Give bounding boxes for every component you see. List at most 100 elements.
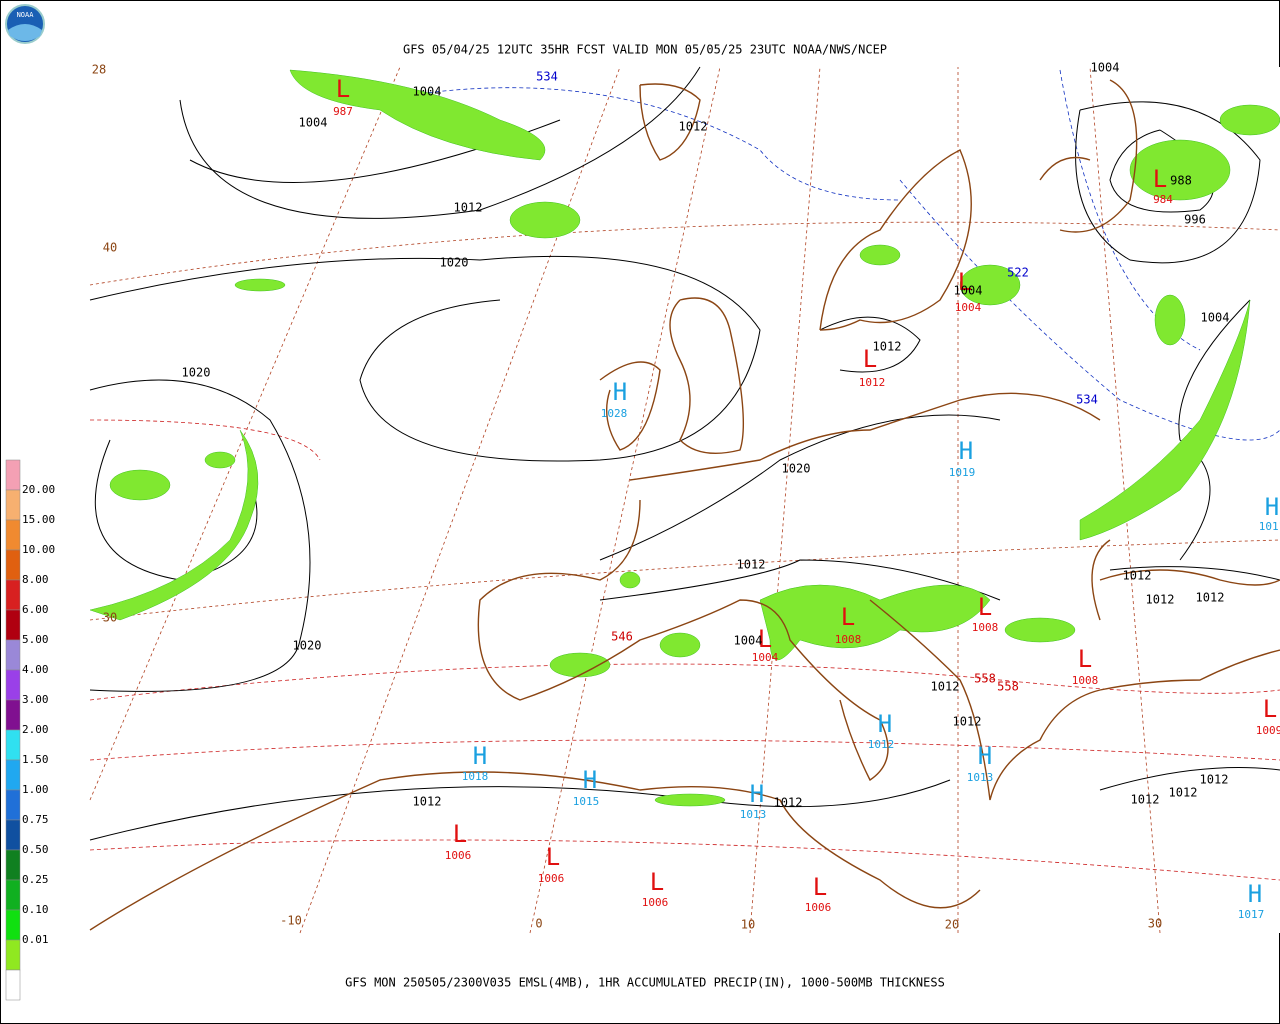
logo-text: NOAA: [17, 11, 35, 19]
isobar-label: 1004: [954, 284, 983, 298]
center-symbol: L: [650, 868, 664, 896]
center-value: 1012: [859, 376, 886, 389]
thickness-label: 534: [536, 70, 558, 84]
legend-swatch: [5, 639, 21, 671]
center-symbol: L: [978, 593, 992, 621]
center-value: 1008: [1072, 674, 1099, 687]
graticule-label: 0: [535, 917, 542, 931]
isobar-label: 1012: [1196, 591, 1225, 605]
graticule-label: 40: [103, 241, 117, 255]
isobar-label: 1012: [953, 715, 982, 729]
legend-swatch: [5, 909, 21, 941]
legend-label: 6.00: [22, 603, 49, 616]
coastlines: [89, 79, 1280, 931]
thickness-label: 558: [997, 680, 1019, 694]
center-value: 984: [1153, 193, 1173, 206]
center-value: 1006: [642, 896, 669, 909]
center-value: 1012: [868, 738, 895, 751]
graticule-label: 20: [945, 918, 959, 932]
graticule-label: 30: [1148, 917, 1162, 931]
center-value: 1004: [955, 301, 982, 314]
isobar-label: 1012: [1169, 786, 1198, 800]
title: GFS 05/04/25 12UTC 35HR FCST VALID MON 0…: [403, 43, 887, 57]
thickness-label: 522: [1007, 266, 1029, 280]
legend-label: 0.50: [22, 843, 49, 856]
center-value: 1006: [445, 849, 472, 862]
graticule-label: 10: [741, 918, 755, 932]
graticule-label: 30: [103, 611, 117, 625]
legend-label: 3.00: [22, 693, 49, 706]
legend-swatch: [5, 579, 21, 611]
isobar-label: 1012: [737, 558, 766, 572]
center-symbol: L: [1263, 695, 1277, 723]
legend-label: 8.00: [22, 573, 49, 586]
thickness-label: 546: [611, 630, 633, 644]
center-value: 1019: [949, 466, 976, 479]
legend-swatch: [5, 849, 21, 881]
isobar-label: 996: [1184, 213, 1206, 227]
isobar-label: 1004: [299, 116, 328, 130]
legend-label: 0.01: [22, 933, 49, 946]
isobar-label: 1020: [293, 639, 322, 653]
center-value: 1008: [835, 633, 862, 646]
center-value: 1018: [462, 770, 489, 783]
center-value: 1013: [967, 771, 994, 784]
legend-swatch: [5, 699, 21, 731]
map-area: [89, 66, 1280, 934]
center-symbol: H: [959, 437, 973, 465]
graticule-label: -10: [280, 914, 302, 928]
legend-swatch: [5, 819, 21, 851]
isobar-label: 1012: [1146, 593, 1175, 607]
isobar-label: 1020: [440, 256, 469, 270]
logo: NOAA: [5, 4, 45, 44]
isobar-label: 1012: [931, 680, 960, 694]
center-symbol: H: [878, 710, 892, 738]
legend-swatch: [5, 519, 21, 551]
legend-label: 20.00: [22, 483, 55, 496]
legend-swatch: [5, 609, 21, 641]
legend-label: 1.50: [22, 753, 49, 766]
isobar-label: 1012: [873, 340, 902, 354]
isobar-label: 1012: [1200, 773, 1229, 787]
center-value: 1009: [1256, 724, 1280, 737]
legend-label: 0.75: [22, 813, 49, 826]
center-value: 987: [333, 105, 353, 118]
center-symbol: H: [750, 780, 764, 808]
center-value: 1006: [805, 901, 832, 914]
center-value: 1008: [972, 621, 999, 634]
isobar-label: 1012: [1131, 793, 1160, 807]
isobar-label: 1012: [679, 120, 708, 134]
legend-label: 1.00: [22, 783, 49, 796]
center-symbol: L: [453, 820, 467, 848]
isobar-label: 1020: [182, 366, 211, 380]
center-symbol: L: [1153, 165, 1167, 193]
legend-swatch: [5, 489, 21, 521]
isobar-label: 1020: [782, 462, 811, 476]
legend-swatch: [5, 669, 21, 701]
legend-swatch: [5, 879, 21, 911]
center-value: 1011: [1259, 520, 1280, 533]
precip: [89, 69, 1280, 807]
isobar-label: 1004: [413, 85, 442, 99]
center-symbol: L: [758, 625, 772, 653]
legend-swatch: [5, 939, 21, 971]
isobar-label: 1004: [1091, 61, 1120, 75]
legend-swatch: [5, 729, 21, 761]
center-symbol: H: [613, 378, 627, 406]
isobar-label: 1012: [774, 796, 803, 810]
center-symbol: L: [1078, 645, 1092, 673]
center-symbol: L: [546, 843, 560, 871]
center-symbol: H: [978, 742, 992, 770]
center-symbol: H: [583, 766, 597, 794]
center-symbol: L: [336, 75, 350, 103]
legend: 20.00 15.00 10.00 8.00 6.00 5.00 4.00 3.00 2.00 1…: [5, 459, 55, 1001]
isobar-label: 1012: [1123, 569, 1152, 583]
center-value: 1004: [752, 651, 779, 664]
legend-label: 0.25: [22, 873, 49, 886]
center-symbol: L: [958, 268, 972, 296]
legend-label: 15.00: [22, 513, 55, 526]
center-symbol: L: [863, 345, 877, 373]
center-symbol: H: [1248, 880, 1262, 908]
center-value: 1028: [601, 407, 628, 420]
